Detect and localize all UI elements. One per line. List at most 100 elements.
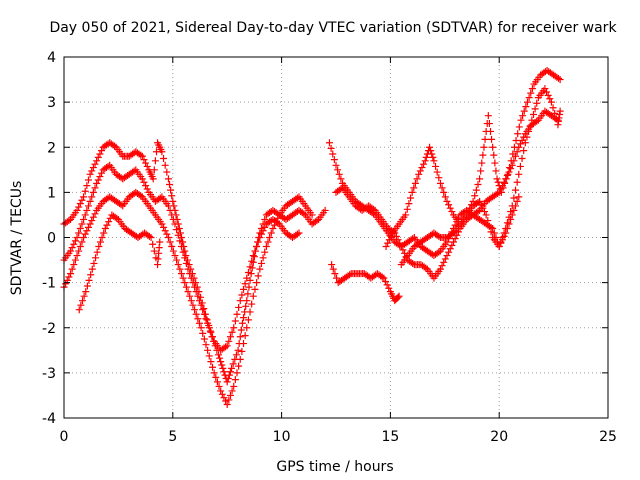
data-point bbox=[266, 234, 274, 241]
data-point bbox=[415, 170, 423, 178]
data-point bbox=[378, 273, 386, 281]
data-point bbox=[264, 238, 272, 246]
data-point bbox=[503, 224, 511, 232]
data-point bbox=[259, 227, 267, 235]
x-tick-label: 10 bbox=[273, 429, 291, 445]
data-point bbox=[236, 333, 244, 341]
data-point bbox=[382, 277, 390, 285]
data-point bbox=[209, 333, 217, 341]
y-tick-label: -2 bbox=[42, 321, 56, 337]
data-point bbox=[87, 271, 95, 279]
data-point bbox=[191, 306, 199, 314]
data-point bbox=[151, 157, 159, 165]
data-point bbox=[293, 230, 301, 238]
data-point bbox=[197, 301, 205, 309]
series-arc-4 bbox=[75, 211, 164, 314]
data-point bbox=[512, 202, 520, 210]
x-tick-label: 20 bbox=[490, 429, 508, 445]
data-point bbox=[246, 263, 254, 271]
data-point bbox=[521, 139, 529, 147]
data-point bbox=[395, 292, 403, 300]
chart-title: Day 050 of 2021, Sidereal Day-to-day VTE… bbox=[49, 20, 617, 36]
data-point bbox=[226, 368, 234, 376]
data-point bbox=[62, 280, 70, 288]
data-point bbox=[331, 270, 339, 278]
data-point bbox=[515, 123, 523, 131]
data-point bbox=[249, 258, 257, 266]
y-axis-label: SDTVAR / TECUs bbox=[9, 181, 25, 296]
data-point bbox=[70, 240, 78, 248]
data-point bbox=[224, 375, 232, 383]
data-point bbox=[516, 162, 524, 170]
data-point bbox=[174, 231, 182, 239]
data-point bbox=[515, 193, 523, 201]
data-point bbox=[176, 237, 184, 245]
data-point bbox=[261, 223, 269, 231]
data-point bbox=[243, 297, 251, 305]
data-point bbox=[205, 324, 213, 332]
data-point bbox=[236, 355, 244, 363]
data-point bbox=[257, 259, 265, 267]
data-point bbox=[174, 261, 182, 269]
data-point bbox=[228, 328, 236, 336]
data-point bbox=[502, 175, 510, 183]
data-point bbox=[428, 150, 436, 158]
data-point bbox=[80, 234, 88, 241]
data-point bbox=[237, 326, 245, 334]
data-point bbox=[295, 229, 303, 237]
data-point bbox=[89, 188, 97, 196]
data-point bbox=[440, 258, 448, 266]
data-point bbox=[192, 288, 200, 296]
data-point bbox=[330, 156, 338, 164]
data-point bbox=[256, 234, 264, 241]
data-point bbox=[435, 232, 443, 240]
data-point bbox=[164, 234, 172, 241]
data-point bbox=[251, 285, 259, 293]
data-point bbox=[448, 241, 456, 249]
data-point bbox=[438, 262, 446, 270]
data-point bbox=[100, 229, 108, 237]
data-point bbox=[173, 256, 181, 264]
y-tick-label: 3 bbox=[47, 95, 56, 111]
data-point bbox=[529, 111, 537, 119]
data-point bbox=[204, 346, 212, 354]
data-point bbox=[76, 224, 84, 232]
data-point bbox=[225, 337, 233, 345]
data-point bbox=[166, 206, 174, 214]
data-point bbox=[78, 220, 86, 228]
data-point bbox=[199, 329, 207, 337]
data-point bbox=[160, 223, 168, 231]
data-point bbox=[481, 208, 489, 216]
data-point bbox=[147, 234, 155, 241]
data-point bbox=[167, 186, 175, 194]
data-point bbox=[433, 168, 441, 176]
data-point bbox=[223, 378, 231, 386]
data-point bbox=[117, 201, 125, 209]
data-point bbox=[495, 243, 503, 251]
data-point bbox=[234, 346, 242, 354]
data-point bbox=[387, 232, 395, 240]
data-point bbox=[195, 319, 203, 327]
data-point bbox=[236, 297, 244, 305]
data-point bbox=[182, 283, 190, 291]
data-point bbox=[249, 252, 257, 260]
data-point bbox=[332, 161, 340, 169]
data-point bbox=[411, 179, 419, 187]
data-point bbox=[253, 243, 261, 251]
data-point bbox=[210, 369, 218, 377]
data-point bbox=[225, 371, 233, 379]
y-tick-label: 1 bbox=[47, 185, 56, 201]
y-tick-label: -1 bbox=[42, 276, 56, 292]
data-point bbox=[485, 222, 493, 230]
data-point bbox=[246, 308, 254, 316]
data-point bbox=[181, 279, 189, 287]
data-point bbox=[249, 292, 257, 300]
data-point bbox=[525, 127, 533, 135]
data-point bbox=[435, 174, 443, 182]
data-point bbox=[476, 175, 484, 183]
data-point bbox=[420, 160, 428, 168]
data-point bbox=[103, 221, 111, 229]
data-point bbox=[200, 335, 208, 343]
data-point bbox=[405, 200, 413, 208]
